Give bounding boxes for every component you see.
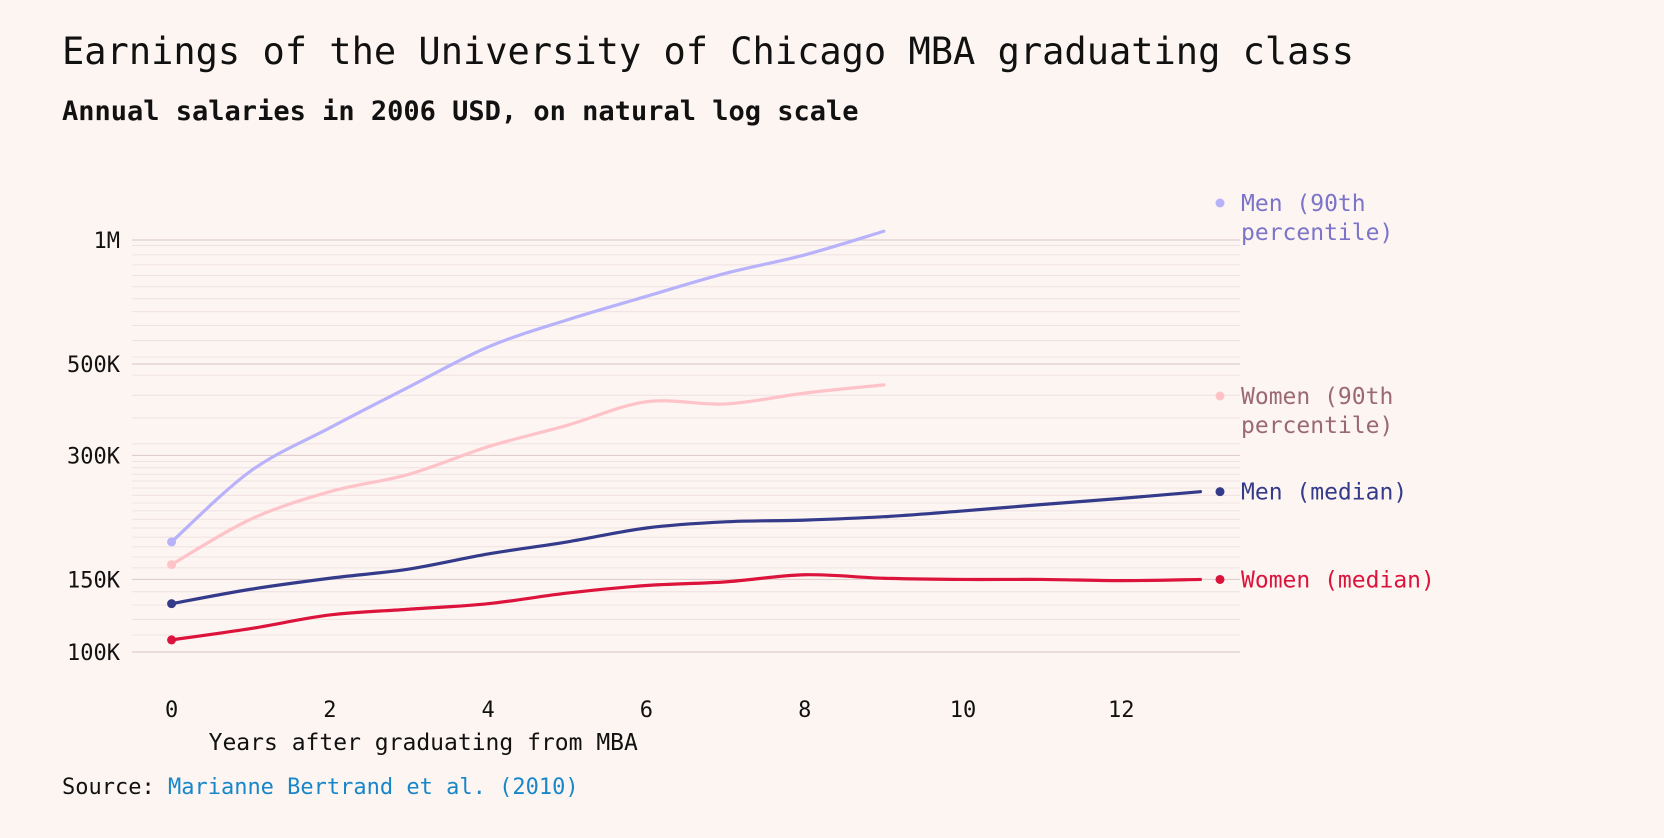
series-start-point xyxy=(167,560,177,570)
series-start-point xyxy=(167,599,177,609)
series-lines xyxy=(167,229,1225,645)
series-line-men-median xyxy=(169,490,1203,606)
series-line-women-90th-percentile xyxy=(169,383,886,567)
legend-label-line: Men (median) xyxy=(1241,480,1407,506)
chart-title: Earnings of the University of Chicago MB… xyxy=(62,30,1355,73)
series-start-point xyxy=(167,537,177,547)
legend-label-line: percentile) xyxy=(1241,220,1393,246)
legend-label-line: Men (90th xyxy=(1241,191,1366,217)
x-tick-label: 2 xyxy=(323,698,336,723)
y-tick-label: 300K xyxy=(67,444,121,469)
y-tick-label: 1M xyxy=(94,229,121,254)
legend-label-women-median: Women (median) xyxy=(1241,567,1435,593)
series-end-point xyxy=(1215,574,1225,584)
legend-label-men-90th-percentile: Men (90th percentile) xyxy=(1241,191,1393,246)
x-tick-label: 8 xyxy=(798,698,811,723)
series-end-point xyxy=(1215,487,1225,497)
series-line-men-90th-percentile xyxy=(169,229,886,544)
legend-label-women-90th-percentile: Women (90th percentile) xyxy=(1241,384,1393,439)
legend-marker xyxy=(1215,198,1225,208)
source-prefix: Source: xyxy=(62,775,168,800)
legend: Men (90th percentile) Women (90th percentil… xyxy=(1215,191,1435,593)
series-line-women-median xyxy=(169,573,1203,642)
chart-subtitle: Annual salaries in 2006 USD, on natural … xyxy=(62,96,859,127)
legend-label-men-median: Men (median) xyxy=(1241,480,1407,506)
x-tick-label: 12 xyxy=(1108,698,1135,723)
x-tick-label: 6 xyxy=(640,698,653,723)
y-axis-ticks: 100K 150K 300K 500K 1M xyxy=(67,229,121,666)
y-tick-label: 100K xyxy=(67,641,121,666)
x-tick-label: 4 xyxy=(482,698,495,723)
source-link[interactable]: Marianne Bertrand et al. (2010) xyxy=(167,775,579,800)
gridlines xyxy=(132,239,1240,653)
source-note: Source: Marianne Bertrand et al. (2010) xyxy=(62,775,579,800)
series-start-point xyxy=(167,635,177,645)
legend-label-line: Women (median) xyxy=(1241,567,1435,593)
y-tick-label: 500K xyxy=(67,353,121,378)
y-tick-label: 150K xyxy=(67,568,121,593)
legend-marker xyxy=(1215,391,1225,401)
x-tick-label: 0 xyxy=(165,698,178,723)
x-axis-title: Years after graduating from MBA xyxy=(209,730,638,756)
x-axis-ticks: 0 2 4 6 8 10 12 xyxy=(165,698,1135,723)
x-tick-label: 10 xyxy=(950,698,977,723)
legend-label-line: Women (90th xyxy=(1241,384,1393,410)
legend-label-line: percentile) xyxy=(1241,413,1393,439)
